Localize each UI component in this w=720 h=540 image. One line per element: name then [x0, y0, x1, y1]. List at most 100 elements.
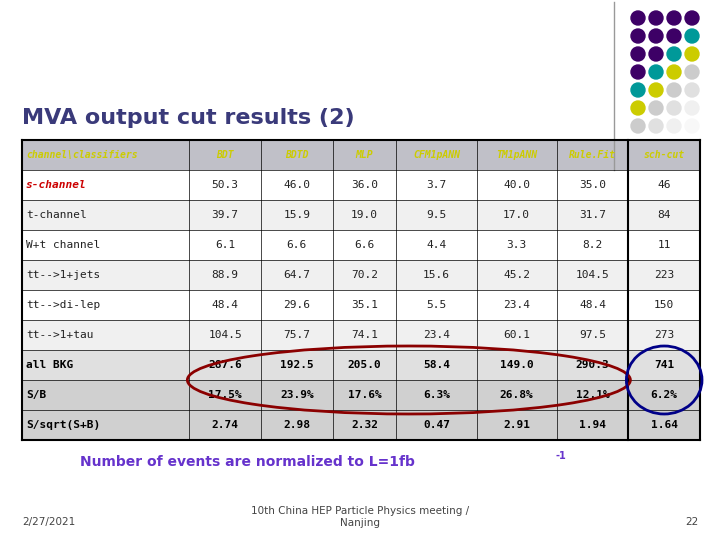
Text: 2.32: 2.32 — [351, 420, 378, 430]
Text: 4.4: 4.4 — [426, 240, 446, 250]
Circle shape — [649, 65, 663, 79]
Text: 6.6: 6.6 — [287, 240, 307, 250]
Text: 290.3: 290.3 — [576, 360, 609, 370]
Text: 741: 741 — [654, 360, 675, 370]
Text: S/B: S/B — [26, 390, 46, 400]
Text: 12.1%: 12.1% — [576, 390, 609, 400]
Text: 1.64: 1.64 — [651, 420, 678, 430]
Text: 0.47: 0.47 — [423, 420, 450, 430]
Text: 11: 11 — [657, 240, 671, 250]
Text: 19.0: 19.0 — [351, 210, 378, 220]
Text: 58.4: 58.4 — [423, 360, 450, 370]
Text: Rule.Fit: Rule.Fit — [569, 150, 616, 160]
Text: 15.9: 15.9 — [283, 210, 310, 220]
Text: 45.2: 45.2 — [503, 270, 530, 280]
Text: 287.6: 287.6 — [208, 360, 242, 370]
Text: CFM1pANN: CFM1pANN — [413, 150, 460, 160]
Text: t-channel: t-channel — [26, 210, 86, 220]
Circle shape — [631, 119, 645, 133]
Text: W+t channel: W+t channel — [26, 240, 100, 250]
Circle shape — [667, 47, 681, 61]
Text: tt-->1+tau: tt-->1+tau — [26, 330, 94, 340]
Circle shape — [649, 11, 663, 25]
Circle shape — [631, 11, 645, 25]
Text: 75.7: 75.7 — [283, 330, 310, 340]
Text: 22: 22 — [685, 517, 698, 527]
Text: 223: 223 — [654, 270, 675, 280]
Circle shape — [685, 11, 699, 25]
Circle shape — [667, 83, 681, 97]
Bar — [22, 200, 700, 230]
Circle shape — [667, 29, 681, 43]
Text: MVA output cut results (2): MVA output cut results (2) — [22, 108, 355, 128]
Circle shape — [667, 119, 681, 133]
Text: 39.7: 39.7 — [212, 210, 238, 220]
Bar — [22, 350, 700, 380]
Text: 84: 84 — [657, 210, 671, 220]
Text: 15.6: 15.6 — [423, 270, 450, 280]
Text: 17.0: 17.0 — [503, 210, 530, 220]
Circle shape — [649, 101, 663, 115]
Text: 17.6%: 17.6% — [348, 390, 382, 400]
Text: MLP: MLP — [356, 150, 373, 160]
Text: 3.7: 3.7 — [426, 180, 446, 190]
Text: 97.5: 97.5 — [579, 330, 606, 340]
Bar — [22, 230, 700, 260]
Bar — [22, 170, 700, 200]
Text: tt-->1+jets: tt-->1+jets — [26, 270, 100, 280]
Circle shape — [649, 119, 663, 133]
Text: 23.4: 23.4 — [503, 300, 530, 310]
Text: 3.3: 3.3 — [507, 240, 527, 250]
Text: 50.3: 50.3 — [212, 180, 238, 190]
Text: 10th China HEP Particle Physics meeting /
Nanjing: 10th China HEP Particle Physics meeting … — [251, 506, 469, 528]
Text: 23.4: 23.4 — [423, 330, 450, 340]
Circle shape — [685, 47, 699, 61]
Text: Number of events are normalized to L=1fb: Number of events are normalized to L=1fb — [80, 455, 415, 469]
Text: 70.2: 70.2 — [351, 270, 378, 280]
Bar — [22, 380, 700, 410]
Text: 88.9: 88.9 — [212, 270, 238, 280]
Text: 46.0: 46.0 — [283, 180, 310, 190]
Circle shape — [631, 83, 645, 97]
Text: 5.5: 5.5 — [426, 300, 446, 310]
Text: 2.74: 2.74 — [212, 420, 238, 430]
Circle shape — [631, 101, 645, 115]
Text: 8.2: 8.2 — [582, 240, 603, 250]
Text: 36.0: 36.0 — [351, 180, 378, 190]
Text: 149.0: 149.0 — [500, 360, 534, 370]
Text: sch-cut: sch-cut — [644, 150, 685, 160]
Text: 192.5: 192.5 — [280, 360, 314, 370]
Text: 1.94: 1.94 — [579, 420, 606, 430]
Text: 6.2%: 6.2% — [651, 390, 678, 400]
Text: 104.5: 104.5 — [576, 270, 609, 280]
Text: 48.4: 48.4 — [212, 300, 238, 310]
Circle shape — [685, 119, 699, 133]
Circle shape — [667, 101, 681, 115]
Circle shape — [631, 65, 645, 79]
Text: 17.5%: 17.5% — [208, 390, 242, 400]
Text: 64.7: 64.7 — [283, 270, 310, 280]
Text: 26.8%: 26.8% — [500, 390, 534, 400]
Text: s-channel: s-channel — [26, 180, 86, 190]
Text: 6.3%: 6.3% — [423, 390, 450, 400]
Text: BDTD: BDTD — [285, 150, 309, 160]
Text: 6.1: 6.1 — [215, 240, 235, 250]
Text: tt-->di-lep: tt-->di-lep — [26, 300, 100, 310]
Circle shape — [631, 29, 645, 43]
Text: 104.5: 104.5 — [208, 330, 242, 340]
Text: 60.1: 60.1 — [503, 330, 530, 340]
Circle shape — [649, 83, 663, 97]
Circle shape — [667, 65, 681, 79]
Bar — [22, 140, 700, 170]
Text: 205.0: 205.0 — [348, 360, 382, 370]
Text: 35.0: 35.0 — [579, 180, 606, 190]
Text: 29.6: 29.6 — [283, 300, 310, 310]
Text: 40.0: 40.0 — [503, 180, 530, 190]
Text: 273: 273 — [654, 330, 675, 340]
Bar — [22, 410, 700, 440]
Text: 6.6: 6.6 — [354, 240, 374, 250]
Text: BDT: BDT — [216, 150, 234, 160]
Text: 9.5: 9.5 — [426, 210, 446, 220]
Text: all BKG: all BKG — [26, 360, 73, 370]
Circle shape — [685, 101, 699, 115]
